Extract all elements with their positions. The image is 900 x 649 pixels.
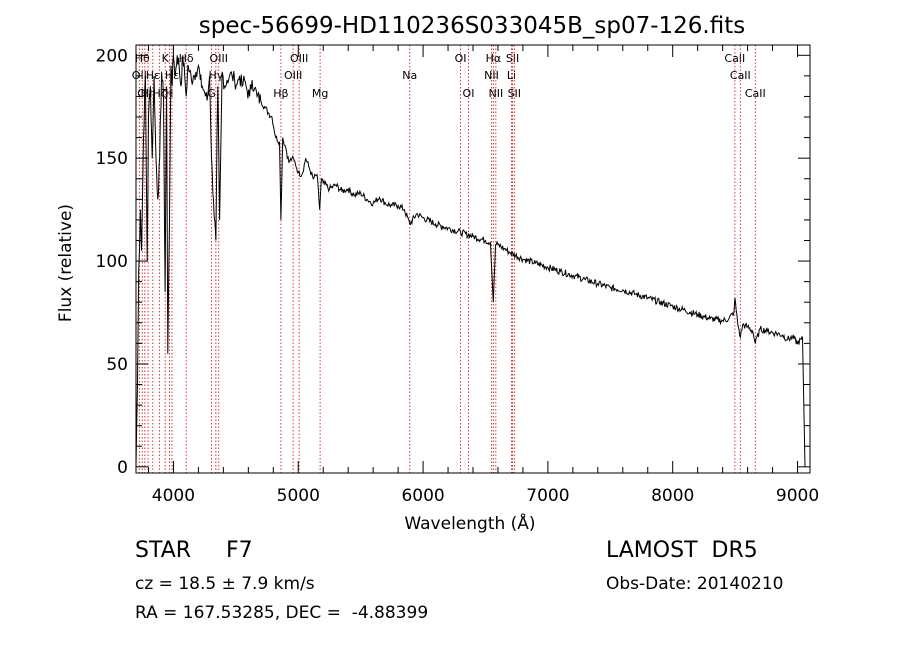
object-class: STAR F7 bbox=[135, 538, 253, 563]
spectral-line-label: OIII bbox=[210, 52, 228, 65]
plot-frame bbox=[135, 44, 811, 474]
spectral-line-label: K bbox=[162, 52, 170, 65]
spectral-line-label: Hε bbox=[146, 69, 160, 82]
x-tick-label: 7000 bbox=[526, 486, 569, 506]
spectral-line-label: CaII bbox=[724, 52, 745, 65]
spectral-line-label: OIII bbox=[290, 52, 308, 65]
survey-name: LAMOST DR5 bbox=[606, 538, 758, 563]
spectral-line-label: CaII bbox=[730, 69, 751, 82]
spectral-line-label: Hδ bbox=[179, 52, 194, 65]
spectral-line-label: OI bbox=[463, 87, 475, 100]
y-tick-label: 200 bbox=[96, 46, 128, 66]
spectral-line-label: Hβ bbox=[273, 87, 288, 100]
spectral-line-label: G bbox=[207, 87, 216, 100]
spectral-line-label: SII bbox=[506, 52, 519, 65]
axis-ticks: 4000 5000 6000 7000 8000 9000 0 50 100 150 200 bbox=[96, 45, 819, 506]
spectral-line-label: NII bbox=[484, 69, 499, 82]
spectral-line-label: H bbox=[165, 87, 173, 100]
spectral-line-label: OIII bbox=[284, 69, 302, 82]
spectral-line-label: Li bbox=[507, 69, 516, 82]
redshift-velocity: cz = 18.5 ± 7.9 km/s bbox=[135, 574, 315, 594]
x-axis-label: Wavelength (Å) bbox=[404, 512, 535, 534]
spectral-line-label: Hγ bbox=[208, 69, 223, 82]
x-tick-label: 8000 bbox=[651, 486, 694, 506]
chart-title: spec-56699-HD110236S033045B_sp07-126.fit… bbox=[199, 13, 745, 39]
spectrum-series bbox=[135, 55, 806, 467]
spectral-line-label: NII bbox=[488, 87, 503, 100]
y-axis-label: Flux (relative) bbox=[56, 204, 76, 322]
x-tick-label: 4000 bbox=[152, 486, 195, 506]
spectral-line-label: OI bbox=[455, 52, 467, 65]
spectral-line-label: SII bbox=[508, 87, 521, 100]
x-tick-label: 5000 bbox=[277, 486, 320, 506]
spectral-line-markers: OIIHθOIIHηHεHζKHHεHδGHγOIIIHβOIIIOIIIMgN… bbox=[132, 45, 766, 473]
coordinates: RA = 167.53285, DEC = -4.88399 bbox=[135, 603, 429, 623]
y-tick-label: 100 bbox=[96, 252, 128, 272]
spectral-line-label: CaII bbox=[745, 87, 766, 100]
spectral-line-label: Mg bbox=[312, 87, 328, 100]
y-tick-label: 0 bbox=[117, 458, 128, 478]
y-tick-label: 150 bbox=[96, 149, 128, 169]
spectral-line-label: Hα bbox=[486, 52, 502, 65]
y-tick-label: 50 bbox=[106, 355, 128, 375]
x-tick-label: 6000 bbox=[401, 486, 444, 506]
x-tick-label: 9000 bbox=[776, 486, 819, 506]
spectral-line-label: Na bbox=[402, 69, 417, 82]
spectrum-line bbox=[135, 55, 806, 467]
observation-date: Obs-Date: 20140210 bbox=[606, 574, 784, 594]
